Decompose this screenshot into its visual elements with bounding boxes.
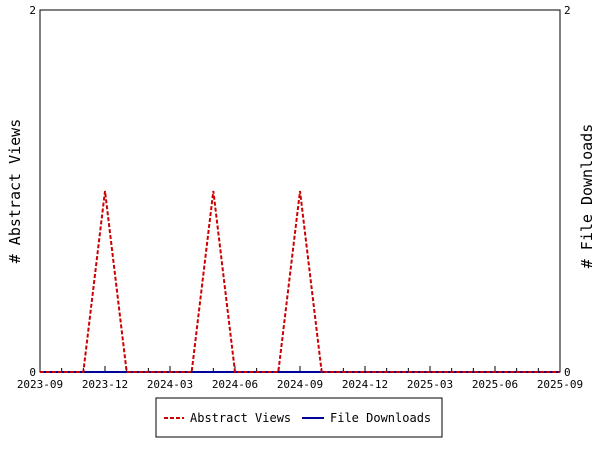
y-left-tick-label: 2 (29, 4, 36, 17)
x-tick-label: 2024-06 (212, 378, 258, 391)
series-line-abstract-views (40, 190, 560, 373)
legend-label-file-downloads: File Downloads (330, 411, 431, 425)
y-right-tick-label: 0 (564, 366, 571, 379)
x-axis-tick-labels: 2023-09 2023-12 2024-03 2024-06 2024-09 2024-… (17, 378, 583, 391)
legend-label-abstract-views: Abstract Views (190, 411, 291, 425)
y-right-tick-label: 2 (564, 4, 571, 17)
x-tick-label: 2025-09 (537, 378, 583, 391)
x-tick-label: 2024-09 (277, 378, 323, 391)
x-tick-label: 2025-06 (472, 378, 518, 391)
legend-box (155, 397, 443, 438)
x-tick-label: 2023-12 (82, 378, 128, 391)
y-axis-right-title: # File Downloads (578, 124, 596, 269)
y-left-tick-label: 0 (29, 366, 36, 379)
x-tick-label: 2025-03 (407, 378, 453, 391)
x-tick-label: 2023-09 (17, 378, 63, 391)
y-axis-left-title: # Abstract Views (6, 119, 24, 264)
x-tick-label: 2024-03 (147, 378, 193, 391)
x-tick-label: 2024-12 (342, 378, 388, 391)
legend: Abstract Views File Downloads (155, 397, 443, 438)
series-layer (40, 190, 560, 373)
